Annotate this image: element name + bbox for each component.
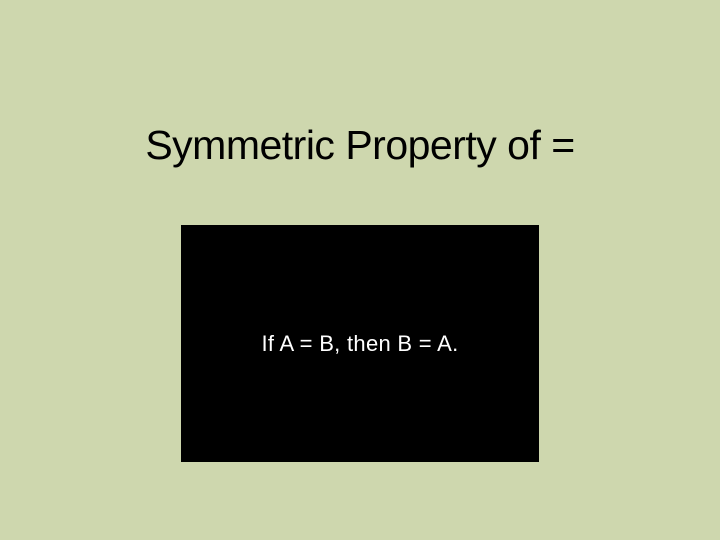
definition-statement: If A = B, then B = A. (261, 331, 458, 357)
definition-box: If A = B, then B = A. (181, 225, 539, 462)
slide-title: Symmetric Property of = (0, 122, 720, 169)
